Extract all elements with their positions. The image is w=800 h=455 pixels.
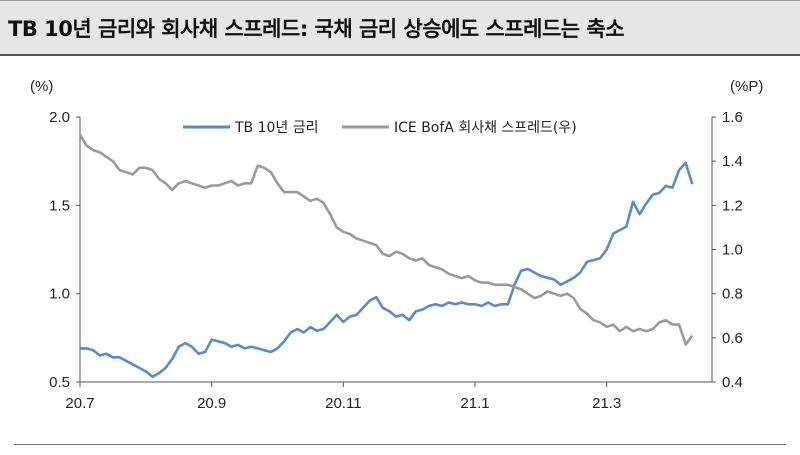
title-rule	[0, 54, 800, 56]
x-tick-label: 20.11	[325, 395, 361, 412]
left-tick-label: 2.0	[49, 109, 70, 126]
right-tick-label: 1.2	[722, 197, 743, 214]
x-tick-label: 21.1	[460, 395, 489, 412]
right-tick-label: 1.6	[722, 109, 743, 126]
left-tick-label: 1.0	[49, 286, 70, 303]
right-tick-label: 0.8	[722, 286, 743, 303]
x-tick-label: 20.9	[197, 395, 226, 412]
x-tick-label: 21.3	[592, 395, 621, 412]
right-tick-label: 1.4	[722, 153, 743, 170]
right-tick-label: 0.6	[722, 330, 743, 347]
right-tick-label: 0.4	[722, 374, 743, 391]
x-tick-label: 20.7	[65, 395, 94, 412]
chart-title: TB 10년 금리와 회사채 스프레드: 국채 금리 상승에도 스프레드는 축소	[8, 17, 625, 41]
legend-label-tb10y: TB 10년 금리	[234, 120, 319, 136]
right-tick-label: 1.0	[722, 242, 743, 259]
title-bar: TB 10년 금리와 회사채 스프레드: 국채 금리 상승에도 스프레드는 축소	[0, 0, 800, 54]
left-tick-label: 0.5	[49, 374, 70, 391]
right-axis-unit: (%P)	[730, 78, 764, 95]
legend-label-spread: ICE BofA 회사채 스프레드(우)	[394, 120, 577, 136]
bottom-rule	[14, 444, 786, 445]
left-axis-unit: (%)	[30, 78, 54, 95]
series-line-tb10y	[80, 161, 694, 379]
left-tick-label: 1.5	[49, 197, 70, 214]
series-line-spread	[78, 134, 694, 346]
